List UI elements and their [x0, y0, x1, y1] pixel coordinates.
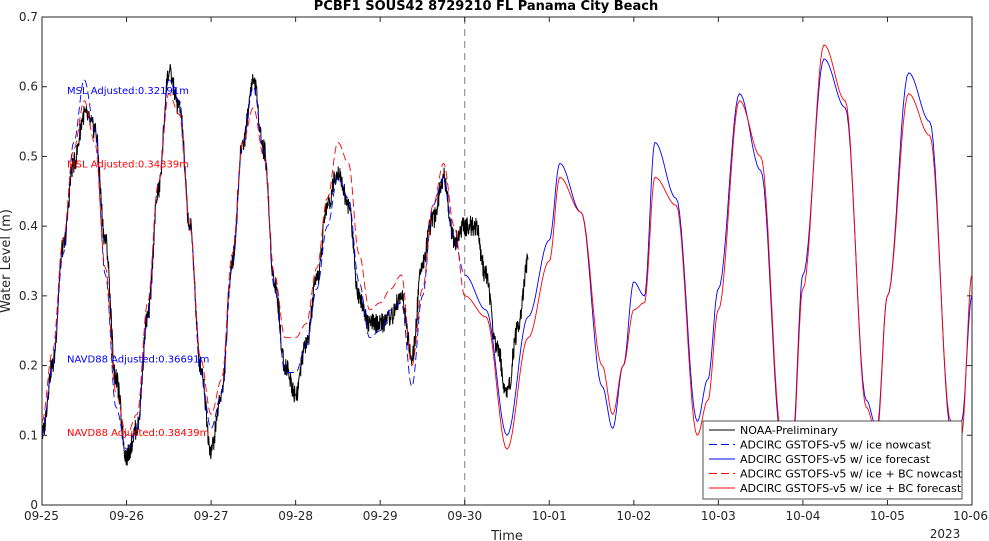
legend-box — [702, 420, 963, 500]
adjustment-annotation: NAVD88 Adjusted:0.38439m — [67, 428, 209, 439]
legend-label: ADCIRC GSTOFS-v5 w/ ice nowcast — [740, 439, 932, 452]
legend-label: ADCIRC GSTOFS-v5 w/ ice forecast — [740, 453, 931, 466]
series-line-1 — [42, 64, 529, 466]
y-tick-label: 0.1 — [19, 428, 38, 442]
x-tick-label: 10-06 — [953, 509, 988, 523]
y-tick-label: 0.7 — [19, 10, 38, 24]
y-tick-label: 0.6 — [19, 80, 38, 94]
adjustment-annotation: MSL Adjusted:0.32191m — [67, 86, 189, 97]
chart-title: PCBF1 SOUS42 8729210 FL Panama City Beac… — [314, 0, 658, 14]
series-line-4 — [42, 93, 466, 436]
legend-label: ADCIRC GSTOFS-v5 w/ ice + BC nowcast — [740, 468, 963, 481]
x-tick-label: 10-03 — [701, 509, 736, 523]
x-tick-label: 09-29 — [363, 509, 398, 523]
x-axis-label: Time — [490, 529, 523, 541]
series-line-5 — [464, 44, 972, 450]
adjustment-annotation: NAVD88 Adjusted:0.36691m — [67, 355, 209, 366]
year-label: 2023 — [930, 527, 961, 541]
x-tick-label: 10-04 — [785, 509, 820, 523]
x-tick-label: 09-28 — [278, 509, 313, 523]
y-tick-label: 0.2 — [19, 359, 38, 373]
adjustment-annotation: MSL Adjusted:0.34339m — [67, 159, 189, 170]
legend: NOAA-Preliminary ADCIRC GSTOFS-v5 w/ ice … — [702, 420, 963, 500]
y-tick-label: 0.4 — [19, 219, 38, 233]
x-tick-label: 10-01 — [532, 509, 567, 523]
x-tick-label: 10-05 — [870, 509, 905, 523]
y-tick-label: 0 — [30, 498, 38, 512]
x-tick-label: 10-02 — [616, 509, 651, 523]
x-tick-label: 09-25 — [24, 509, 59, 523]
plot-frame — [41, 16, 973, 506]
y-tick-label: 0.5 — [19, 149, 38, 163]
legend-label: NOAA-Preliminary — [740, 424, 838, 437]
y-axis-label: Water Level (m) — [0, 209, 14, 313]
legend-label: ADCIRC GSTOFS-v5 w/ ice + BC forecast — [740, 482, 962, 495]
x-tick-label: 09-30 — [447, 509, 482, 523]
y-tick-label: 0.3 — [19, 289, 38, 303]
x-tick-label: 09-27 — [194, 509, 229, 523]
x-tick-label: 09-26 — [109, 509, 144, 523]
